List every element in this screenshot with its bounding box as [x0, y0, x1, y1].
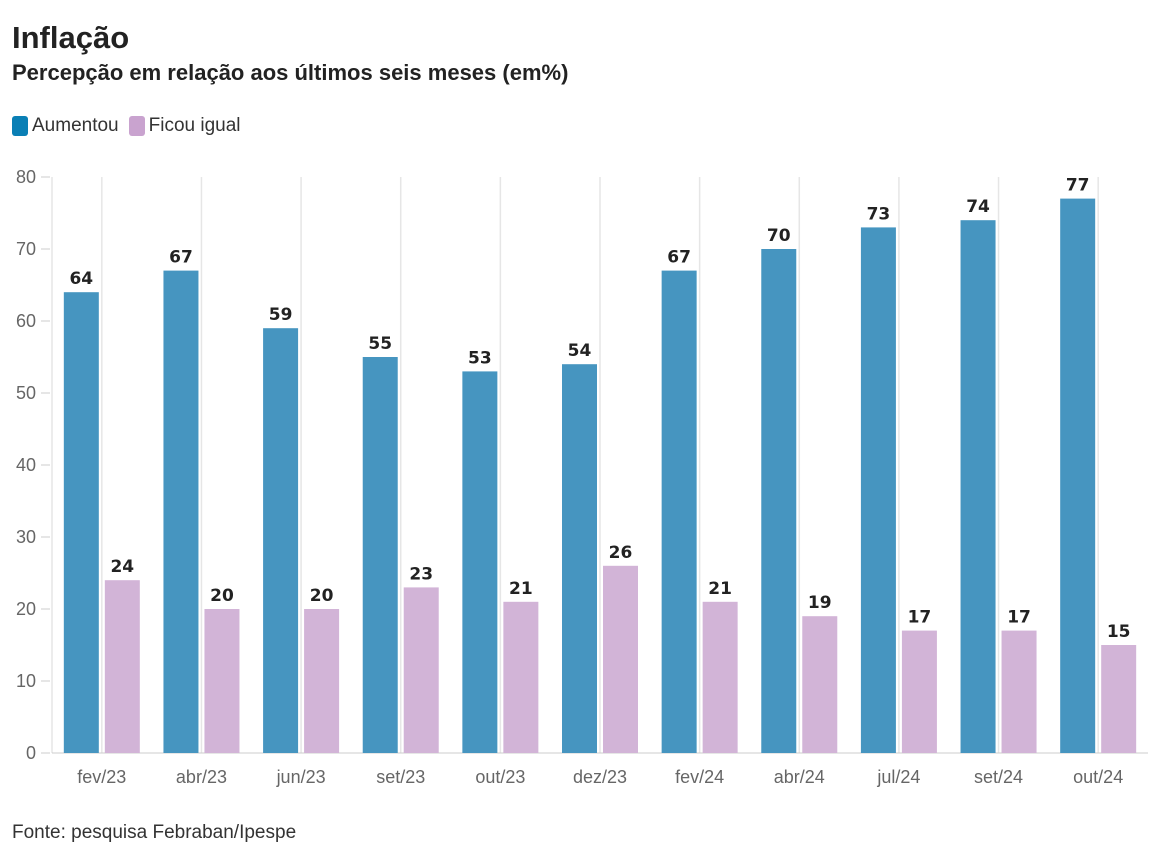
y-tick-label: 10 [16, 671, 36, 691]
data-label: 73 [867, 204, 891, 224]
x-tick-label: out/24 [1073, 767, 1123, 787]
legend-item-aumentou[interactable]: Aumentou [12, 115, 119, 137]
chart-subtitle: Percepção em relação aos últimos seis me… [12, 60, 569, 85]
y-tick-label: 70 [16, 239, 36, 259]
bar-aumentou [960, 220, 996, 753]
legend-item-ficou-igual[interactable]: Ficou igual [128, 115, 241, 137]
legend-label: Aumentou [32, 115, 119, 136]
data-label: 54 [568, 341, 592, 361]
data-label: 21 [509, 579, 533, 599]
y-tick-label: 40 [16, 455, 36, 475]
legend-label: Ficou igual [148, 115, 241, 136]
x-tick-label: abr/23 [176, 767, 227, 787]
data-label: 70 [767, 226, 791, 246]
bar-aumentou [860, 227, 896, 753]
y-tick-label: 0 [26, 743, 36, 763]
bar-ficou-igual [1101, 645, 1137, 753]
bar-ficou-igual [1001, 630, 1037, 753]
y-tick-label: 20 [16, 599, 36, 619]
bar-ficou-igual [603, 565, 638, 753]
x-tick-label: abr/24 [774, 767, 825, 787]
data-label: 19 [808, 593, 832, 613]
x-tick-label: jul/24 [876, 767, 920, 787]
data-label: 53 [468, 348, 492, 368]
chart-title: Inflação [12, 20, 130, 55]
y-tick-label: 60 [16, 311, 36, 331]
bar-ficou-igual [403, 587, 439, 753]
legend-swatch [12, 116, 28, 136]
data-label: 21 [708, 579, 732, 599]
bar-aumentou [462, 371, 498, 753]
data-label: 67 [667, 248, 691, 268]
data-label: 17 [908, 608, 932, 628]
legend: Aumentou Ficou igual [12, 115, 241, 137]
bar-ficou-igual [901, 630, 937, 753]
x-tick-label: out/23 [475, 767, 525, 787]
y-tick-label: 30 [16, 527, 36, 547]
data-label: 55 [368, 334, 392, 354]
data-label: 20 [310, 586, 334, 606]
x-tick-label: fev/24 [675, 767, 724, 787]
y-tick-label: 80 [16, 167, 36, 187]
data-label: 15 [1107, 622, 1131, 642]
data-label: 20 [210, 586, 234, 606]
x-tick-label: fev/23 [77, 767, 126, 787]
bar-aumentou [263, 328, 299, 753]
bar-aumentou [562, 364, 597, 753]
x-tick-label: dez/23 [573, 767, 627, 787]
bar-ficou-igual [503, 601, 539, 753]
x-tick-label: set/24 [974, 767, 1023, 787]
data-label: 74 [966, 197, 990, 217]
bar-aumentou [163, 270, 199, 753]
bar-aumentou [63, 292, 99, 753]
data-label: 64 [69, 269, 93, 289]
bar-ficou-igual [802, 616, 838, 753]
data-label: 17 [1007, 608, 1031, 628]
data-label: 67 [169, 248, 193, 268]
data-label: 24 [110, 557, 134, 577]
x-tick-label: jun/23 [276, 767, 326, 787]
legend-swatch [128, 116, 145, 136]
data-label: 26 [609, 543, 633, 563]
bar-ficou-igual [104, 580, 140, 753]
bar-ficou-igual [304, 609, 340, 753]
x-tick-label: set/23 [376, 767, 425, 787]
bar-aumentou [661, 270, 697, 753]
source-note: Fonte: pesquisa Febraban/Ipespe [12, 822, 297, 843]
bar-aumentou [1060, 198, 1096, 754]
y-tick-label: 50 [16, 383, 36, 403]
data-label: 77 [1066, 176, 1090, 196]
bar-ficou-igual [204, 609, 240, 753]
bar-ficou-igual [702, 601, 738, 753]
data-label: 59 [269, 305, 293, 325]
bar-aumentou [362, 357, 398, 753]
bar-aumentou [761, 249, 797, 753]
data-label: 23 [409, 564, 433, 584]
